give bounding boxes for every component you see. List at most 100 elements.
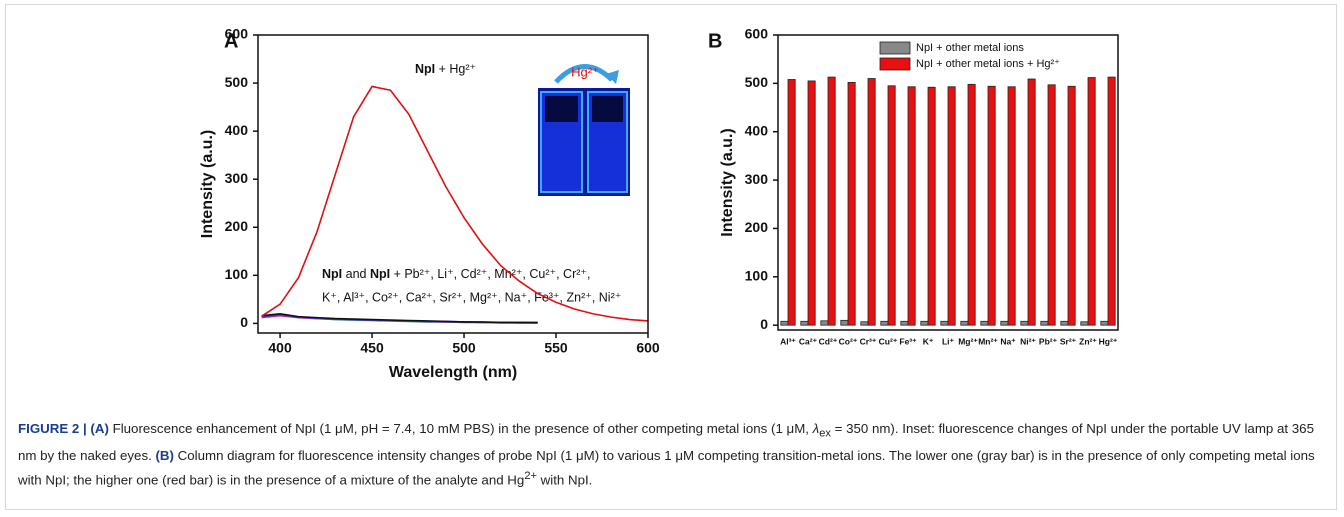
panel-label: A — [224, 30, 238, 52]
caption-label: FIGURE 2 | (A) — [18, 421, 109, 436]
bar — [967, 83, 976, 326]
bar — [900, 320, 909, 326]
bar — [1047, 84, 1056, 326]
bar — [880, 320, 889, 326]
line-series — [261, 312, 538, 324]
legend-swatch — [879, 41, 911, 55]
x-tick-label: Na⁺ — [1000, 336, 1016, 346]
y-tick-label: 300 — [745, 171, 769, 187]
caption-symbol: λ — [812, 421, 820, 436]
bar — [787, 79, 796, 326]
inset-label: Hg²⁺ — [571, 64, 599, 79]
x-tick-label: Cr³⁺ — [860, 336, 877, 346]
annotation-part: + Pb²⁺, Li⁺, Cd²⁺, Mn²⁺, Cu²⁺, Cr²⁺, — [390, 267, 590, 281]
y-tick-label: 500 — [225, 74, 249, 90]
x-tick-label: Pb²⁺ — [1039, 336, 1058, 346]
caption-text: with NpI. — [536, 472, 593, 488]
annotation-part: NpI — [415, 62, 435, 76]
x-tick-label: 600 — [636, 340, 660, 356]
inset — [538, 64, 630, 196]
panel-label: B — [708, 30, 722, 52]
x-tick-label: Fe³⁺ — [899, 336, 917, 346]
figure-frame — [5, 4, 1337, 510]
y-tick-label: 500 — [745, 74, 769, 90]
caption-sub: ex — [819, 427, 831, 440]
y-tick-label: 200 — [225, 218, 249, 234]
annotation: NpI + Hg²⁺ — [415, 62, 476, 76]
x-tick-label: 400 — [268, 340, 292, 356]
x-tick-label: Cu²⁺ — [879, 336, 898, 346]
x-tick-label: Cd²⁺ — [819, 336, 838, 346]
figure: A B Hg²⁺ NpI + Hg²⁺ NpI and NpI + Pb²⁺, … — [199, 26, 1119, 381]
bar — [1020, 320, 1029, 326]
legend-label: NpI + other metal ions — [916, 42, 1024, 54]
caption: FIGURE 2 | (A) Fluorescence enhancement … — [18, 418, 1330, 490]
x-tick-label: Mn²⁺ — [978, 336, 998, 346]
x-tick-label: 500 — [452, 340, 476, 356]
bar — [960, 320, 969, 326]
bar — [860, 321, 869, 326]
plot-frame — [257, 34, 649, 334]
bar — [1087, 77, 1096, 326]
bar — [847, 81, 856, 326]
bar — [1007, 86, 1016, 326]
x-tick-label: 550 — [544, 340, 568, 356]
x-tick-label: K⁺ — [923, 336, 934, 346]
bar — [1107, 76, 1116, 326]
annotation-part: NpI — [370, 267, 390, 281]
bar — [1080, 321, 1089, 326]
y-tick-label: 600 — [225, 26, 249, 42]
caption-text: = 350 nm). Inset: fluorescence changes o… — [18, 421, 1314, 463]
line-series — [261, 85, 649, 322]
x-tick-label: Ni²⁺ — [1020, 336, 1036, 346]
bar — [820, 320, 829, 326]
y-tick-label: 100 — [745, 268, 769, 284]
caption-text: Fluorescence enhancement of NpI (1 μM, p… — [108, 421, 813, 436]
y-tick-label: 400 — [745, 122, 769, 138]
bar — [827, 76, 836, 326]
y-axis-label: Intensity (a.u.) — [199, 130, 216, 238]
bar — [1000, 320, 1009, 326]
bar — [907, 86, 916, 326]
y-tick-label: 600 — [745, 26, 769, 42]
bar — [800, 320, 809, 326]
bar — [840, 319, 849, 326]
caption-label: (B) — [155, 447, 174, 463]
x-tick-label: Sr²⁺ — [1060, 336, 1077, 346]
bar — [1100, 320, 1109, 326]
legend-label: NpI + other metal ions + Hg²⁺ — [916, 58, 1060, 70]
y-tick-label: 300 — [225, 170, 249, 186]
x-tick-label: Co²⁺ — [839, 336, 858, 346]
caption-sup: 2+ — [524, 469, 537, 482]
annotation: K⁺, Al³⁺, Co²⁺, Ca²⁺, Sr²⁺, Mg²⁺, Na⁺, F… — [322, 290, 621, 304]
bar — [780, 320, 789, 326]
x-tick-label: Ca²⁺ — [799, 336, 818, 346]
x-tick-label: Mg²⁺ — [958, 336, 978, 346]
plot-frame — [777, 34, 1119, 331]
bar — [980, 320, 989, 326]
annotation-part: NpI — [322, 267, 342, 281]
x-tick-label: Li⁺ — [942, 336, 955, 346]
bar — [987, 85, 996, 326]
bar — [927, 86, 936, 326]
bar — [1060, 320, 1069, 326]
x-axis-label: Wavelength (nm) — [389, 364, 517, 381]
bar — [867, 78, 876, 326]
bar — [1027, 78, 1036, 326]
x-tick-label: Zn²⁺ — [1079, 336, 1097, 346]
y-tick-label: 0 — [760, 316, 768, 332]
y-axis-label: Intensity (a.u.) — [719, 128, 736, 236]
bar — [920, 320, 929, 326]
annotation-part: and — [342, 267, 370, 281]
y-tick-label: 100 — [225, 266, 249, 282]
x-tick-label: 450 — [360, 340, 384, 356]
x-tick-label: Hg²⁺ — [1099, 336, 1118, 346]
bar — [947, 86, 956, 326]
legend-swatch — [879, 57, 911, 71]
y-tick-label: 400 — [225, 122, 249, 138]
y-tick-label: 0 — [240, 314, 248, 330]
caption-text: Column diagram for fluorescence intensit… — [18, 447, 1315, 488]
y-tick-label: 200 — [745, 219, 769, 235]
bar — [1067, 85, 1076, 326]
